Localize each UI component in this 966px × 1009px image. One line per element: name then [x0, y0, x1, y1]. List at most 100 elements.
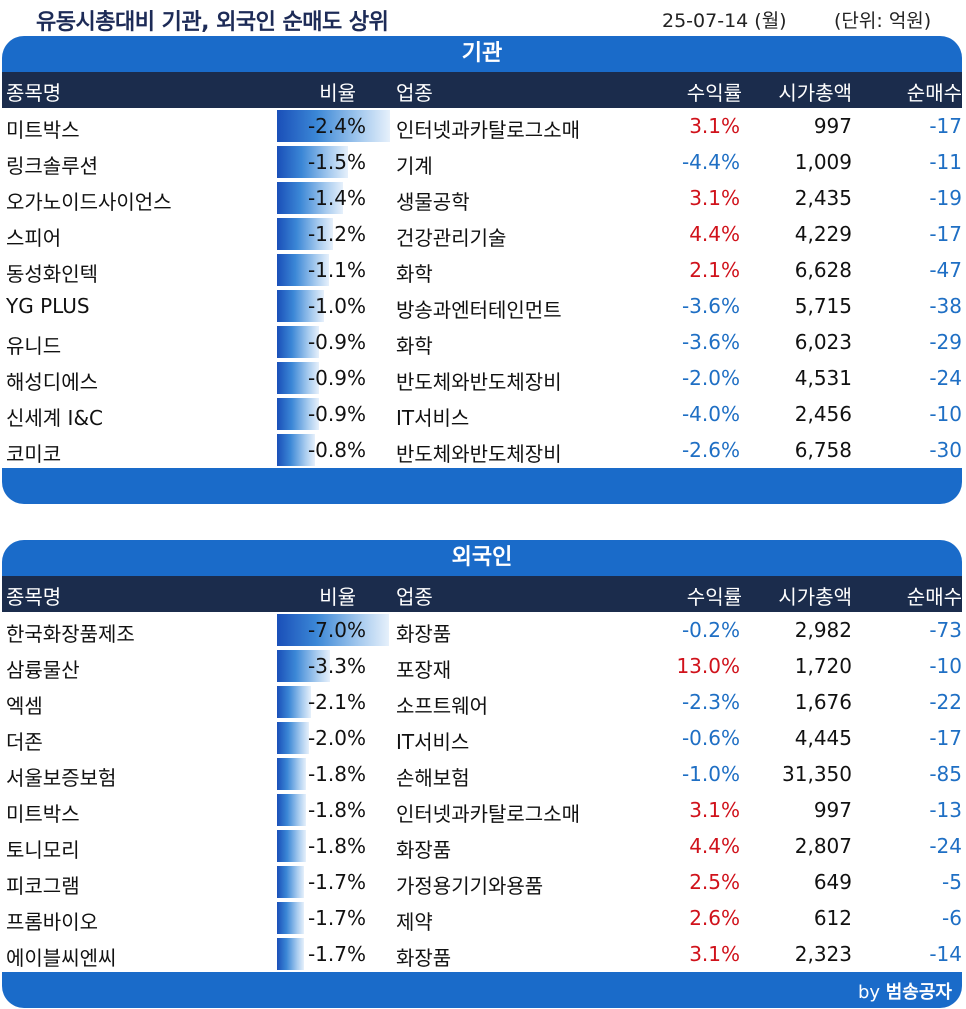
credit-name: 범송공자: [885, 982, 952, 1003]
market-cap: 997: [813, 798, 852, 822]
industry: 손해보험: [396, 766, 470, 790]
credit-prefix: by: [857, 982, 881, 1003]
return-value: -0.6%: [681, 726, 740, 750]
industry: 가정용기기와용품: [396, 874, 544, 898]
industry: 인터넷과카탈로그소매: [396, 118, 580, 142]
net-sell: -73: [929, 618, 962, 642]
credit: by 범송공자: [858, 978, 952, 1004]
unit-label: (단위: 억원): [834, 10, 932, 32]
return-value: -2.6%: [681, 438, 740, 462]
ratio-value: -7.0%: [307, 618, 366, 642]
table-row: 동성화인텍 -1.1% 화학 2.1% 6,628 -47: [2, 252, 962, 288]
net-sell: -38: [929, 294, 962, 318]
industry: 반도체와반도체장비: [396, 442, 562, 466]
market-cap: 1,720: [794, 654, 852, 678]
industry: 제약: [396, 910, 433, 934]
table-row: 더존 -2.0% IT서비스 -0.6% 4,445 -17: [2, 720, 962, 756]
ratio-bar: [277, 902, 304, 934]
industry: 화장품: [396, 946, 452, 970]
stock-name: 유니드: [6, 334, 62, 358]
foreign-panel: 외국인 종목명 비율 업종 수익률 시가총액 순매수 한국화장품제조 -7.0% 화…: [2, 540, 962, 1008]
return-value: 2.6%: [689, 906, 740, 930]
table-row: 유니드 -0.9% 화학 -3.6% 6,023 -29: [2, 324, 962, 360]
table-row: 스피어 -1.2% 건강관리기술 4.4% 4,229 -17: [2, 216, 962, 252]
col-return: 수익률: [686, 585, 742, 609]
col-net-sell: 순매수: [906, 585, 962, 609]
institution-panel-footer: [2, 468, 962, 504]
table-row: 서울보증보험 -1.8% 손해보험 -1.0% 31,350 -85: [2, 756, 962, 792]
stock-name: 신세계 I&C: [6, 406, 104, 430]
stock-name: 오가노이드사이언스: [6, 190, 172, 214]
table-row: 코미코 -0.8% 반도체와반도체장비 -2.6% 6,758 -30: [2, 432, 962, 468]
stock-name: YG PLUS: [6, 294, 90, 318]
table-row: 프롬바이오 -1.7% 제약 2.6% 612 -6: [2, 900, 962, 936]
stock-name: 한국화장품제조: [6, 622, 135, 646]
ratio-bar: [277, 110, 390, 142]
return-value: 13.0%: [676, 654, 740, 678]
industry: 방송과엔터테인먼트: [396, 298, 562, 322]
market-cap: 6,023: [794, 330, 852, 354]
ratio-value: -1.7%: [307, 906, 366, 930]
col-industry: 업종: [396, 81, 433, 105]
market-cap: 1,009: [794, 150, 852, 174]
ratio-bar: [277, 326, 319, 358]
ratio-value: -1.8%: [307, 798, 366, 822]
industry: 화장품: [396, 838, 452, 862]
stock-name: 미트박스: [6, 802, 80, 826]
net-sell: -24: [929, 366, 962, 390]
net-sell: -24: [929, 834, 962, 858]
page-header: 유동시총대비 기관, 외국인 순매도 상위 25-07-14 (월) (단위: …: [0, 0, 966, 36]
table-row: 엑셈 -2.1% 소프트웨어 -2.3% 1,676 -22: [2, 684, 962, 720]
return-value: 3.1%: [689, 942, 740, 966]
institution-panel-title: 기관: [2, 36, 962, 72]
return-value: -4.0%: [681, 402, 740, 426]
return-value: 3.1%: [689, 114, 740, 138]
page-title: 유동시총대비 기관, 외국인 순매도 상위: [36, 10, 389, 35]
ratio-value: -3.3%: [307, 654, 366, 678]
market-cap: 4,531: [794, 366, 852, 390]
table-row: 한국화장품제조 -7.0% 화장품 -0.2% 2,982 -73: [2, 612, 962, 648]
net-sell: -13: [929, 798, 962, 822]
market-cap: 1,676: [794, 690, 852, 714]
stock-name: 삼륭물산: [6, 658, 80, 682]
ratio-bar: [277, 758, 306, 790]
industry: 화장품: [396, 622, 452, 646]
table-row: 신세계 I&C -0.9% IT서비스 -4.0% 2,456 -10: [2, 396, 962, 432]
net-sell: -11: [929, 150, 962, 174]
ratio-value: -1.7%: [307, 942, 366, 966]
stock-name: 스피어: [6, 226, 62, 250]
return-value: 2.5%: [689, 870, 740, 894]
ratio-bar: [277, 146, 348, 178]
industry: IT서비스: [396, 730, 470, 754]
institution-rows: 미트박스 -2.4% 인터넷과카탈로그소매 3.1% 997 -17 링크솔루션 -1.5% 기…: [2, 108, 962, 468]
ratio-bar: [277, 362, 319, 394]
ratio-value: -0.9%: [307, 330, 366, 354]
return-value: 4.4%: [689, 834, 740, 858]
stock-name: 코미코: [6, 442, 62, 466]
market-cap: 4,229: [794, 222, 852, 246]
industry: 화학: [396, 262, 433, 286]
ratio-value: -1.2%: [307, 222, 366, 246]
col-name: 종목명: [6, 585, 62, 609]
return-value: -3.6%: [681, 330, 740, 354]
table-row: 미트박스 -2.4% 인터넷과카탈로그소매 3.1% 997 -17: [2, 108, 962, 144]
ratio-value: -1.4%: [307, 186, 366, 210]
industry: 화학: [396, 334, 433, 358]
return-value: 2.1%: [689, 258, 740, 282]
foreign-column-header: 종목명 비율 업종 수익률 시가총액 순매수: [2, 576, 962, 612]
industry: IT서비스: [396, 406, 470, 430]
net-sell: -17: [929, 726, 962, 750]
table-row: 해성디에스 -0.9% 반도체와반도체장비 -2.0% 4,531 -24: [2, 360, 962, 396]
col-market-cap: 시가총액: [778, 585, 852, 609]
net-sell: -22: [929, 690, 962, 714]
col-return: 수익률: [686, 81, 742, 105]
table-row: YG PLUS -1.0% 방송과엔터테인먼트 -3.6% 5,715 -38: [2, 288, 962, 324]
industry: 반도체와반도체장비: [396, 370, 562, 394]
ratio-value: -1.5%: [307, 150, 366, 174]
market-cap: 6,628: [794, 258, 852, 282]
industry: 기계: [396, 154, 433, 178]
ratio-value: -2.4%: [307, 114, 366, 138]
stock-name: 링크솔루션: [6, 154, 98, 178]
ratio-bar: [277, 290, 324, 322]
ratio-bar: [277, 182, 343, 214]
